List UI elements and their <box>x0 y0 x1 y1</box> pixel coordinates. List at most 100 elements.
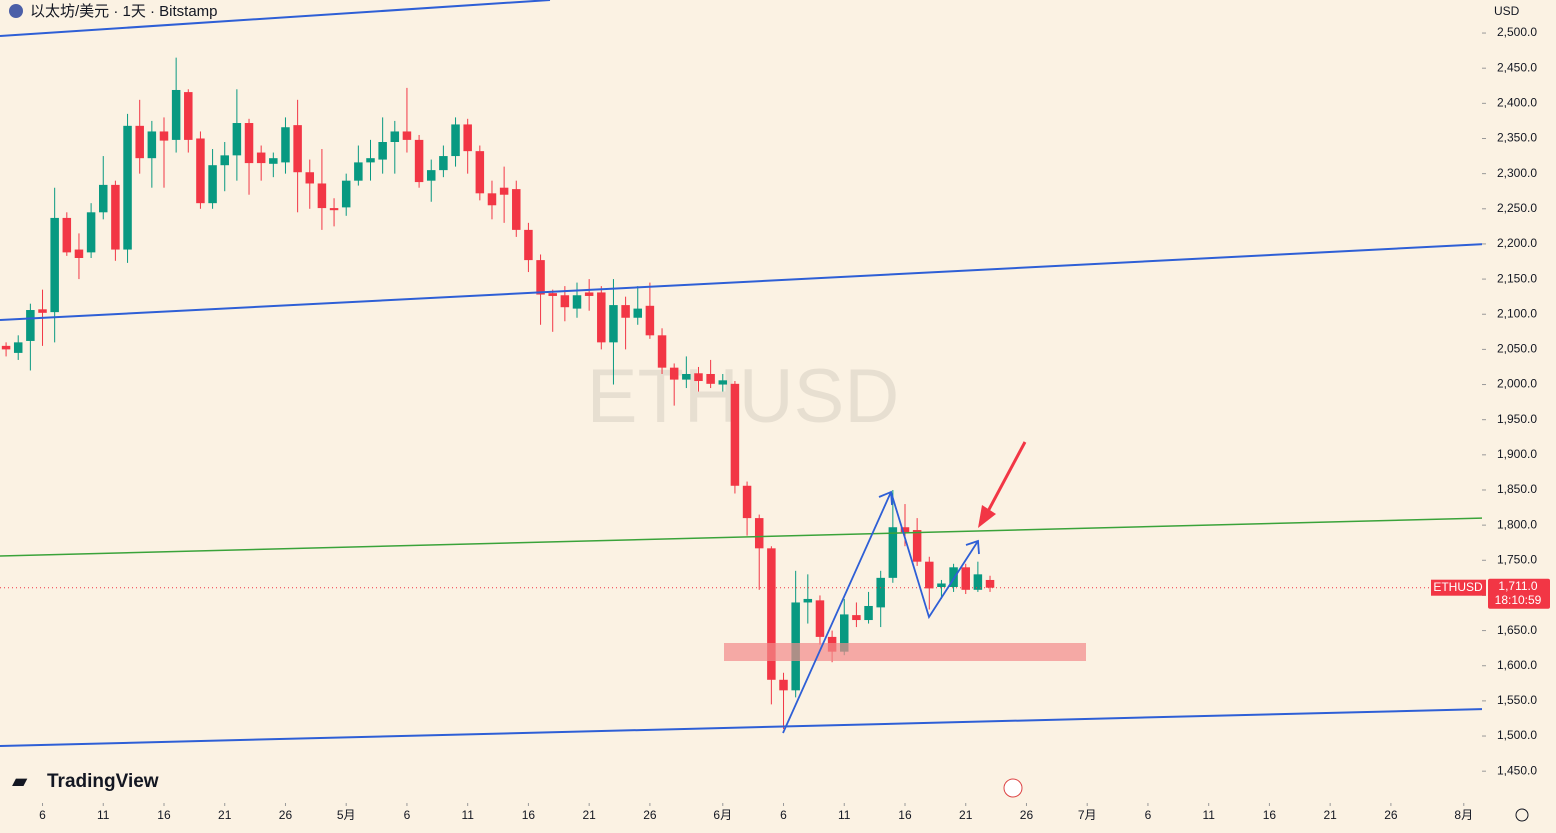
plot-area <box>0 57 1482 729</box>
countdown: 18:10:59 <box>1495 593 1542 607</box>
x-tick-label: 26 <box>643 808 657 822</box>
symbol-tag-bg <box>1431 579 1486 596</box>
y-tick-label: 1,850.0 <box>1497 482 1537 496</box>
candle-body <box>803 598 813 603</box>
candle-body <box>475 151 485 194</box>
candle-body <box>451 124 460 157</box>
candle-body <box>1 345 11 350</box>
y-tick-label: 2,450.0 <box>1497 60 1537 74</box>
candle-body <box>38 309 47 313</box>
candle-body <box>937 583 946 587</box>
x-tick-label: 16 <box>1263 808 1277 822</box>
y-tick-label: 2,350.0 <box>1497 131 1537 145</box>
candle-body <box>961 567 970 590</box>
x-tick-label: 21 <box>1323 808 1337 822</box>
candle-body <box>682 373 691 380</box>
candle-body <box>426 170 436 181</box>
candle-body <box>597 292 606 343</box>
trend-line <box>0 708 1487 747</box>
candle-body <box>366 158 375 163</box>
y-tick-label: 1,550.0 <box>1497 693 1537 707</box>
header: 以太坊/美元 · 1天 · Bitstamp <box>30 3 218 20</box>
y-tick-label: 2,300.0 <box>1497 166 1537 180</box>
x-tick-label: 16 <box>898 808 912 822</box>
y-tick-label: 1,800.0 <box>1497 517 1537 531</box>
candle-body <box>888 527 898 578</box>
candle-body <box>184 92 193 140</box>
x-tick-label: 8月 <box>1454 808 1473 822</box>
candle-body <box>852 615 861 621</box>
candle-body <box>281 127 290 163</box>
trend-line <box>0 0 551 37</box>
candle-body <box>572 295 582 309</box>
x-tick-label: 6月 <box>713 808 732 822</box>
event-icon[interactable] <box>1003 778 1023 798</box>
currency-selector[interactable]: USD <box>1494 4 1520 18</box>
candle-body <box>256 152 266 164</box>
x-tick-label: 21 <box>218 808 232 822</box>
x-tick-label: 6 <box>780 808 787 822</box>
candle-body <box>633 308 642 318</box>
arrow-head <box>978 505 996 528</box>
y-tick-label: 1,750.0 <box>1497 552 1537 566</box>
y-tick-label: 2,400.0 <box>1497 96 1537 110</box>
candle-body <box>512 189 521 230</box>
candle-body <box>354 162 363 181</box>
logo-text: TradingView <box>47 771 159 792</box>
x-tick-label: 11 <box>838 808 851 822</box>
candle-body <box>26 310 35 341</box>
x-tick-label: 21 <box>582 808 596 822</box>
candle-body <box>754 518 764 549</box>
candle-body <box>220 155 229 166</box>
candle-body <box>742 485 752 519</box>
drawings <box>0 0 1487 747</box>
x-tick-label: 11 <box>97 808 110 822</box>
candle-body <box>730 383 740 486</box>
y-tick-label: 2,000.0 <box>1497 377 1537 391</box>
candle-body <box>62 217 72 253</box>
candle-body <box>621 305 630 318</box>
arrow-head <box>965 539 980 555</box>
candle-body <box>949 567 958 587</box>
x-tick-label: 11 <box>1202 808 1215 822</box>
candle-body <box>123 125 132 250</box>
symbol-tag: ETHUSD <box>1433 580 1483 594</box>
trend-line <box>0 517 1487 557</box>
candle-body <box>864 605 873 621</box>
x-tick-label: 11 <box>461 808 474 822</box>
candle-body <box>147 131 157 159</box>
path-arrow <box>782 491 892 734</box>
y-tick-label: 1,600.0 <box>1497 658 1537 672</box>
x-tick-label: 5月 <box>337 808 356 822</box>
x-tick-label: 26 <box>1020 808 1034 822</box>
candle-body <box>536 260 545 295</box>
candle-body <box>876 577 885 608</box>
candle-body <box>706 373 715 384</box>
candle-body <box>645 305 655 336</box>
trend-line <box>0 243 1487 321</box>
candle-body <box>718 380 728 385</box>
candle-body <box>111 184 120 250</box>
candle-body <box>779 679 788 691</box>
candle-body <box>329 208 339 211</box>
candle-body <box>548 293 557 296</box>
candle-body <box>135 125 144 159</box>
candle-body <box>439 156 448 171</box>
price-tag-bg <box>1488 578 1550 609</box>
y-tick-label: 1,950.0 <box>1497 412 1537 426</box>
candle-body <box>293 125 302 173</box>
candle-body <box>99 184 108 213</box>
settings-icon[interactable] <box>1515 808 1529 822</box>
candle-body <box>74 249 84 258</box>
y-tick-label: 2,150.0 <box>1497 271 1537 285</box>
price-tag: 1,711.0 <box>1498 579 1537 593</box>
y-tick-label: 1,450.0 <box>1497 763 1537 777</box>
candle-body <box>840 614 849 652</box>
price-axis <box>1482 0 1556 828</box>
x-tick-label: 21 <box>959 808 973 822</box>
x-tick-label: 6 <box>39 808 46 822</box>
candle-body <box>925 561 934 589</box>
coin-icon <box>9 4 23 18</box>
x-tick-label: 26 <box>1384 808 1398 822</box>
